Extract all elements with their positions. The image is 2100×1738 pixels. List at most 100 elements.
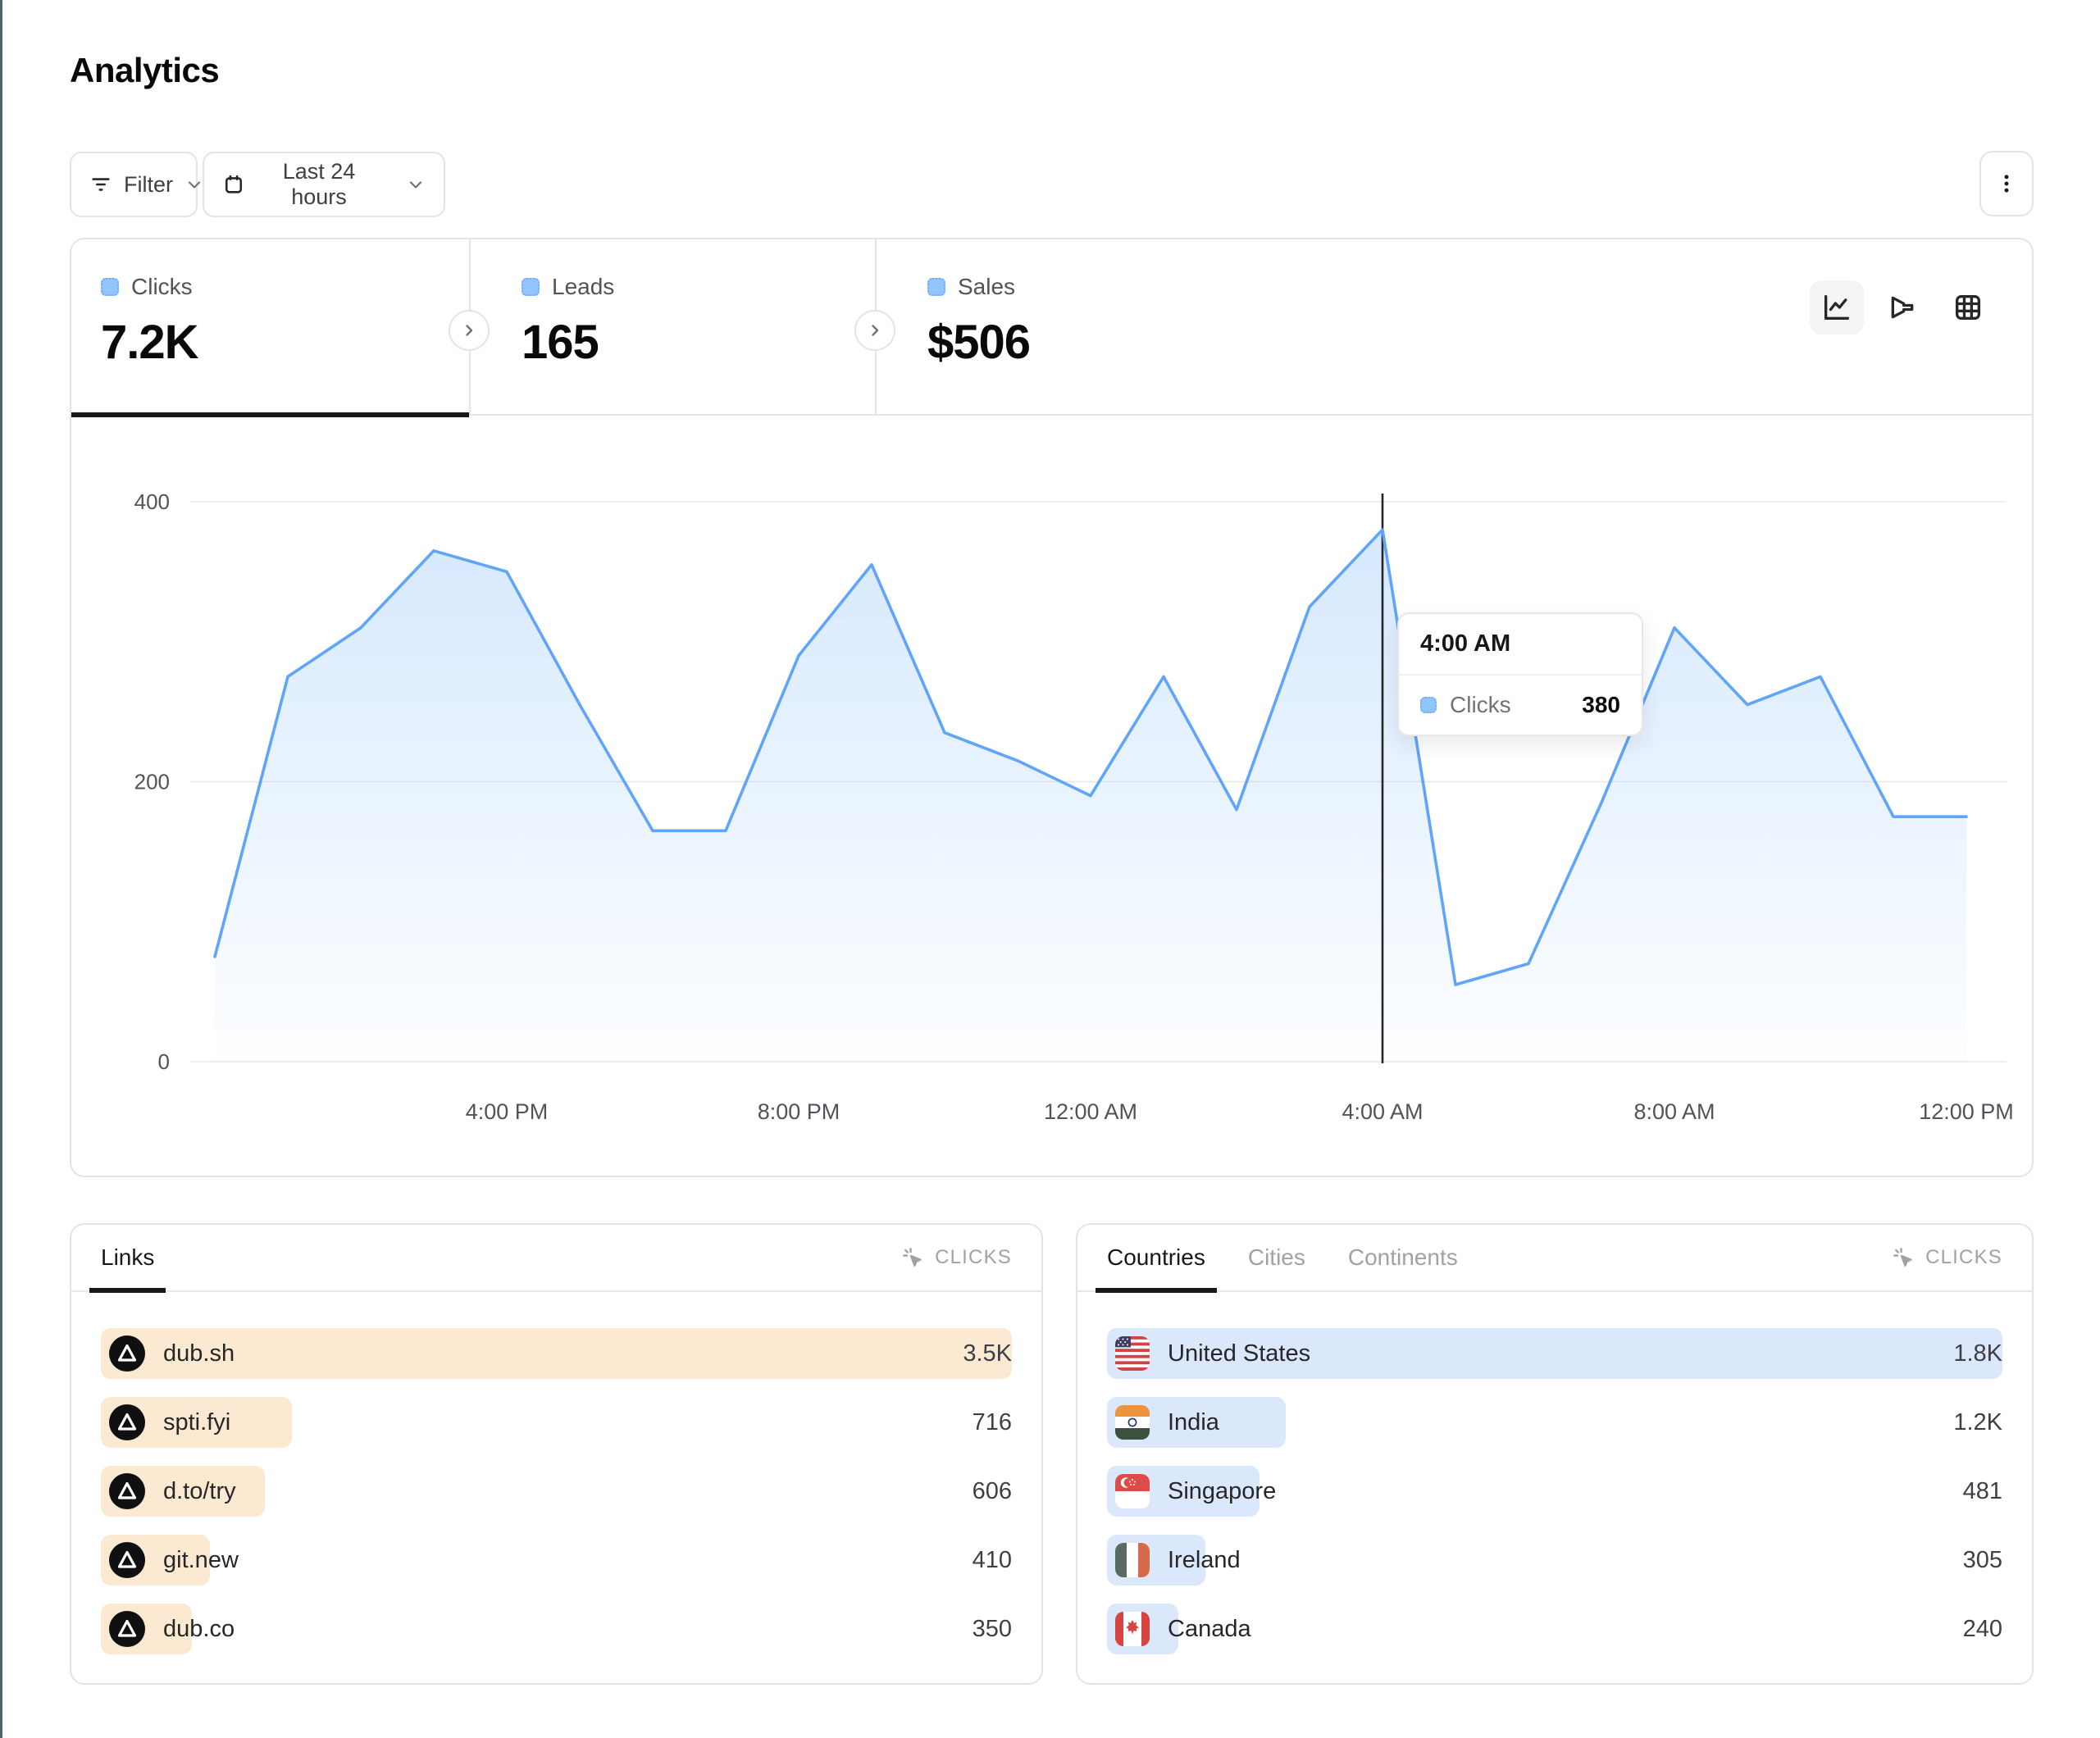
svg-text:4:00 PM: 4:00 PM [466, 1099, 549, 1124]
leads-legend-swatch [522, 278, 540, 296]
tab-links[interactable]: Links [89, 1224, 166, 1293]
expand-leads-button[interactable] [449, 310, 490, 351]
country-clicks-value: 481 [1962, 1477, 2002, 1504]
country-row[interactable]: Ireland 305 [1107, 1535, 2002, 1586]
country-clicks-value: 240 [1962, 1615, 2002, 1642]
svg-text:8:00 AM: 8:00 AM [1633, 1099, 1715, 1124]
svg-text:200: 200 [134, 770, 170, 794]
tab-cities[interactable]: Cities [1248, 1224, 1305, 1291]
more-options-button[interactable] [1979, 151, 2034, 216]
country-clicks-value: 1.8K [1953, 1340, 2002, 1367]
svg-text:4:00 AM: 4:00 AM [1342, 1099, 1423, 1124]
country-label: Singapore [1168, 1477, 1277, 1504]
kebab-menu-icon [1995, 172, 2018, 195]
country-flag-icon [1115, 1474, 1150, 1508]
link-clicks-value: 350 [972, 1615, 1012, 1642]
link-row[interactable]: d.to/try 606 [101, 1466, 1012, 1517]
link-label: dub.co [163, 1615, 235, 1642]
date-range-button[interactable]: Last 24 hours [203, 152, 445, 217]
chevron-right-icon [872, 325, 879, 336]
filter-icon [89, 173, 112, 196]
dub-logo-icon [109, 1611, 145, 1647]
svg-text:0: 0 [158, 1049, 170, 1074]
tab-continents[interactable]: Continents [1348, 1224, 1458, 1291]
links-metric-label: CLICKS [935, 1246, 1012, 1268]
sales-value: $506 [927, 316, 1031, 369]
chevron-down-icon [184, 175, 204, 194]
window-edge-accent [0, 0, 2, 1738]
link-row[interactable]: git.new 410 [101, 1535, 1012, 1586]
leads-value: 165 [522, 316, 599, 369]
cursor-click-icon [1891, 1245, 1916, 1270]
link-label: d.to/try [163, 1477, 236, 1504]
tooltip-series-label: Clicks [1450, 692, 1511, 717]
countries-metric-selector[interactable]: CLICKS [1891, 1245, 2002, 1270]
stats-tabs-row: Clicks 7.2K Leads 165 Sales $506 [71, 239, 2032, 417]
chart-tooltip: 4:00 AM Clicks 380 [1397, 612, 1643, 736]
tab-sales[interactable]: Sales $506 [875, 239, 1367, 416]
dub-logo-icon [109, 1335, 145, 1372]
chart-type-switcher [1810, 280, 1995, 334]
links-list: dub.sh 3.5K spti.fyi 716 d.to/try 606 [71, 1292, 1041, 1654]
analytics-chart-card: Clicks 7.2K Leads 165 Sales $506 [70, 238, 2034, 1177]
cursor-click-icon [900, 1245, 925, 1270]
link-clicks-value: 410 [972, 1546, 1012, 1573]
tooltip-time: 4:00 AM [1399, 614, 1642, 676]
chevron-down-icon [406, 175, 426, 194]
tab-leads[interactable]: Leads 165 [469, 239, 875, 416]
countries-panel: Countries Cities Continents CLICKS Unite… [1076, 1223, 2034, 1685]
country-clicks-value: 305 [1962, 1546, 2002, 1573]
tab-clicks[interactable]: Clicks 7.2K [71, 239, 469, 417]
table-view-button[interactable] [1941, 280, 1995, 334]
sales-legend-swatch [927, 278, 945, 296]
country-bar [1107, 1328, 2002, 1379]
country-row[interactable]: India 1.2K [1107, 1397, 2002, 1448]
chevron-right-icon [466, 325, 473, 336]
country-flag-icon [1115, 1543, 1150, 1577]
link-clicks-value: 716 [972, 1408, 1012, 1435]
links-metric-selector[interactable]: CLICKS [900, 1245, 1012, 1270]
country-row[interactable]: United States 1.8K [1107, 1328, 2002, 1379]
tooltip-clicks-swatch [1420, 697, 1437, 713]
link-label: spti.fyi [163, 1408, 231, 1435]
country-row[interactable]: Singapore 481 [1107, 1466, 2002, 1517]
chart-canvas[interactable]: 0 200 400 4:00 PM 8:00 PM 12:00 AM 4:00 AM 8:00… [71, 416, 2035, 1176]
grid-table-icon [1956, 295, 1980, 320]
clicks-label: Clicks [131, 274, 193, 299]
dub-logo-icon [109, 1473, 145, 1509]
link-row[interactable]: dub.co 350 [101, 1604, 1012, 1654]
expand-sales-button[interactable] [854, 310, 895, 351]
svg-text:8:00 PM: 8:00 PM [758, 1099, 840, 1124]
funnel-view-button[interactable] [1875, 280, 1929, 334]
sales-label: Sales [958, 274, 1016, 299]
link-label: dub.sh [163, 1340, 235, 1367]
link-row[interactable]: dub.sh 3.5K [101, 1328, 1012, 1379]
funnel-icon [1891, 296, 1914, 319]
links-panel-header: Links CLICKS [71, 1224, 1041, 1293]
country-flag-icon [1115, 1405, 1150, 1440]
country-label: Canada [1168, 1615, 1251, 1642]
link-label: git.new [163, 1546, 239, 1573]
filter-label: Filter [124, 171, 173, 197]
tab-countries[interactable]: Countries [1096, 1224, 1217, 1293]
country-flag-icon [1115, 1336, 1150, 1371]
clicks-area-chart[interactable]: 0 200 400 4:00 PM 8:00 PM 12:00 AM 4:00 AM 8:00… [71, 416, 2032, 1176]
countries-list: United States 1.8K India 1.2K Singapore … [1077, 1292, 2032, 1654]
link-clicks-value: 606 [972, 1477, 1012, 1504]
line-chart-view-button[interactable] [1810, 280, 1864, 334]
dub-logo-icon [109, 1404, 145, 1440]
link-row[interactable]: spti.fyi 716 [101, 1397, 1012, 1448]
country-row[interactable]: Canada 240 [1107, 1604, 2002, 1654]
line-chart-icon [1824, 295, 1849, 320]
country-clicks-value: 1.2K [1953, 1408, 2002, 1435]
country-label: Ireland [1168, 1546, 1241, 1573]
filter-button[interactable]: Filter [70, 152, 201, 217]
svg-text:12:00 AM: 12:00 AM [1044, 1099, 1137, 1124]
calendar-icon [222, 173, 245, 196]
clicks-legend-swatch [101, 278, 119, 296]
tooltip-value: 380 [1582, 692, 1620, 717]
clicks-value: 7.2K [101, 316, 199, 369]
links-panel: Links CLICKS dub.sh 3.5K spti.fyi [70, 1223, 1043, 1685]
dub-logo-icon [109, 1542, 145, 1578]
